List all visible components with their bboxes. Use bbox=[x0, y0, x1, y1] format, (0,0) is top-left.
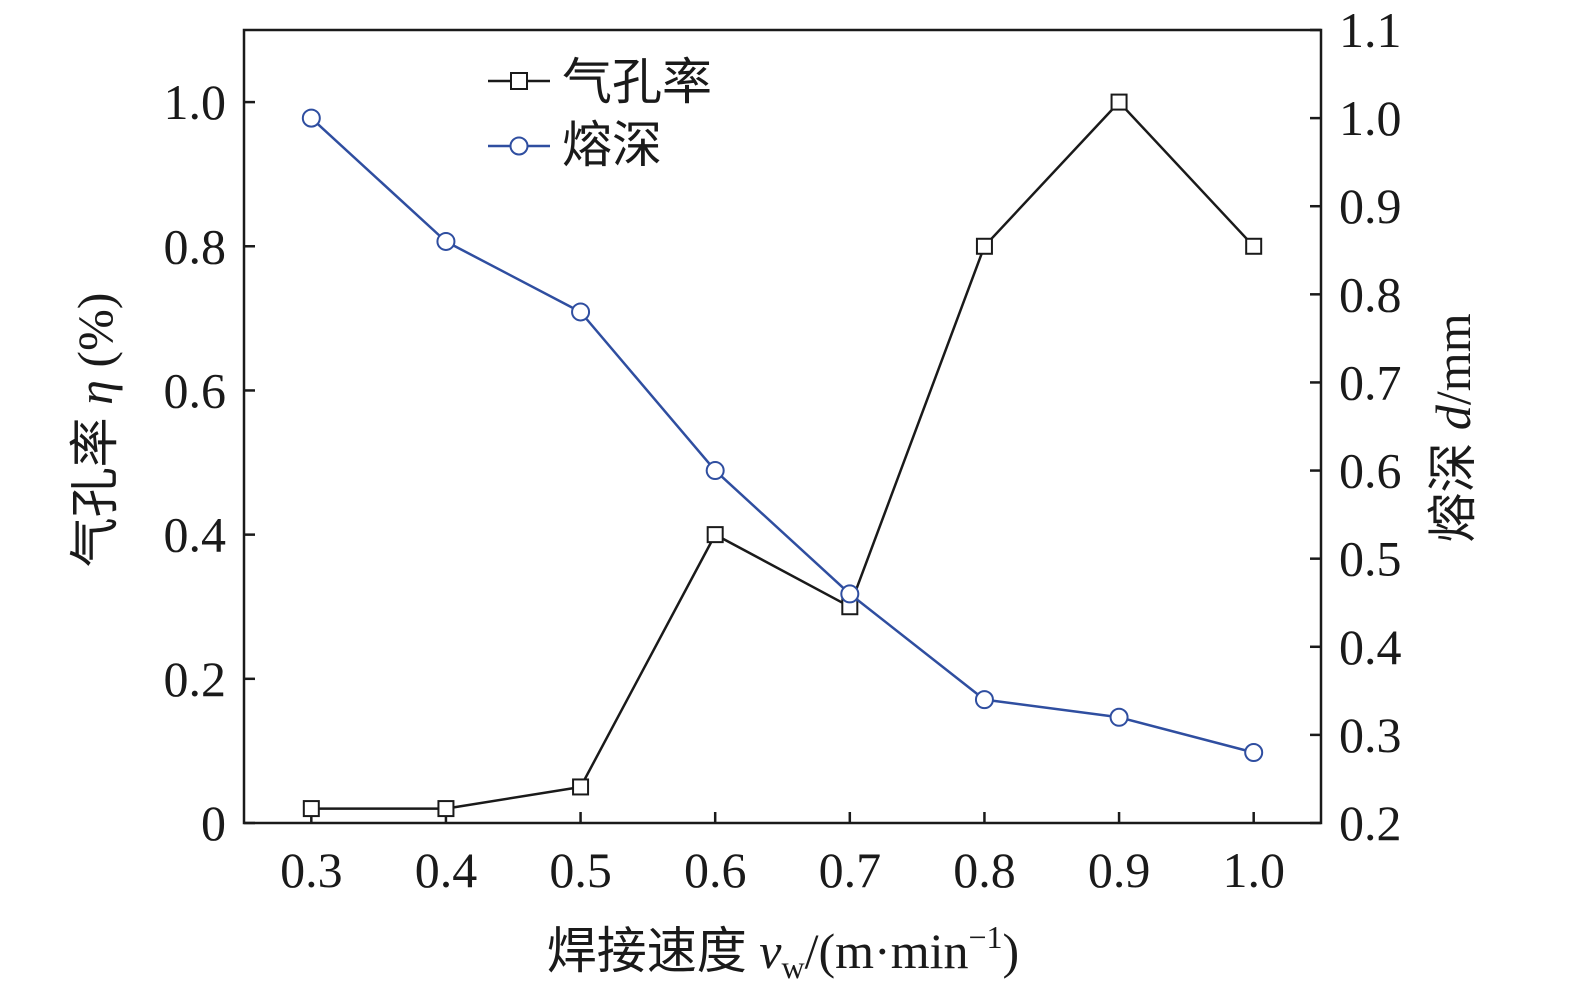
data-point-porosity bbox=[1110, 93, 1128, 111]
legend-label-penetration: 熔深 bbox=[562, 117, 662, 173]
series-penetration bbox=[301, 108, 1264, 763]
x-axis-title-unit-open: /(m·min bbox=[805, 923, 969, 979]
data-point-porosity bbox=[572, 778, 590, 796]
x-axis-title-subscript: w bbox=[782, 949, 805, 985]
x-tick-label: 0.5 bbox=[549, 842, 612, 898]
right-y-axis-title: 熔深 d/mm bbox=[1425, 313, 1481, 542]
data-point-penetration bbox=[705, 461, 725, 481]
right-y-axis-title-prefix: 熔深 bbox=[1425, 430, 1481, 543]
right-y-axis-title-symbol: d bbox=[1425, 404, 1481, 430]
plot-frame bbox=[242, 28, 1323, 825]
x-axis-title: 焊接速度 vw/(m·min−1) bbox=[547, 919, 1019, 985]
right-y-tick-label: 0.6 bbox=[1339, 443, 1402, 499]
x-axis-title-symbol: v bbox=[759, 923, 782, 979]
series-line-penetration bbox=[310, 117, 1255, 754]
x-tick-label: 0.8 bbox=[953, 842, 1016, 898]
data-point-penetration bbox=[840, 584, 860, 604]
left-y-tick-label: 0.2 bbox=[164, 651, 227, 707]
x-axis-title-superscript: −1 bbox=[968, 919, 1002, 955]
data-point-penetration bbox=[301, 108, 321, 128]
data-point-penetration bbox=[974, 690, 994, 710]
x-tick-label: 0.4 bbox=[415, 842, 478, 898]
data-point-porosity bbox=[975, 237, 993, 255]
plot-series bbox=[301, 93, 1264, 818]
series-porosity bbox=[302, 93, 1263, 818]
data-point-porosity bbox=[706, 526, 724, 544]
data-point-penetration bbox=[1109, 707, 1129, 727]
x-tick-label: 1.0 bbox=[1222, 842, 1285, 898]
x-tick-label: 0.3 bbox=[280, 842, 343, 898]
legend: 气孔率 熔深 bbox=[488, 54, 712, 173]
legend-marker-penetration bbox=[509, 136, 529, 156]
legend-label-porosity: 气孔率 bbox=[562, 54, 712, 110]
data-point-penetration bbox=[1244, 743, 1264, 763]
x-axis-title-unit-close: ) bbox=[1003, 923, 1020, 979]
data-point-penetration bbox=[436, 231, 456, 251]
left-y-axis-ticks: 0 0.2 0.4 0.6 0.8 1.0 bbox=[164, 74, 255, 851]
data-point-penetration bbox=[571, 302, 591, 322]
x-tick-label: 0.6 bbox=[684, 842, 747, 898]
left-y-tick-label: 0 bbox=[201, 795, 226, 851]
legend-marker-porosity bbox=[510, 72, 528, 90]
x-axis-title-prefix: 焊接速度 bbox=[547, 923, 760, 979]
left-y-axis-title-suffix: (%) bbox=[67, 293, 123, 380]
series-line-porosity bbox=[311, 100, 1255, 810]
left-y-axis-title-prefix: 气孔率 bbox=[67, 405, 123, 568]
right-y-axis-title-suffix: /mm bbox=[1425, 313, 1481, 405]
x-tick-label: 0.7 bbox=[819, 842, 882, 898]
left-y-tick-label: 0.8 bbox=[164, 218, 227, 274]
data-point-porosity bbox=[437, 800, 455, 818]
right-y-axis-ticks: 0.2 0.3 0.4 0.5 0.6 0.7 0.8 0.9 1.0 1.1 bbox=[1310, 2, 1402, 851]
data-point-porosity bbox=[302, 800, 320, 818]
right-y-tick-label: 0.5 bbox=[1339, 531, 1402, 587]
left-y-axis-title: 气孔率 η (%) bbox=[67, 293, 123, 568]
right-y-tick-label: 1.1 bbox=[1339, 2, 1402, 58]
x-axis-ticks: 0.3 0.4 0.5 0.6 0.7 0.8 0.9 1.0 bbox=[280, 812, 1285, 898]
right-y-tick-label: 0.7 bbox=[1339, 354, 1402, 410]
left-y-axis-title-symbol: η bbox=[67, 380, 123, 405]
right-y-tick-label: 0.8 bbox=[1339, 266, 1402, 322]
left-y-tick-label: 0.6 bbox=[164, 362, 227, 418]
right-y-tick-label: 0.4 bbox=[1339, 619, 1402, 675]
right-y-tick-label: 0.9 bbox=[1339, 178, 1402, 234]
x-tick-label: 0.9 bbox=[1088, 842, 1151, 898]
left-y-tick-label: 0.4 bbox=[164, 507, 227, 563]
chart-axes bbox=[242, 28, 1323, 825]
legend-item-penetration: 熔深 bbox=[488, 117, 662, 173]
right-y-tick-label: 0.3 bbox=[1339, 707, 1402, 763]
left-y-tick-label: 1.0 bbox=[164, 74, 227, 130]
right-y-tick-label: 0.2 bbox=[1339, 795, 1402, 851]
legend-item-porosity: 气孔率 bbox=[488, 54, 712, 110]
right-y-tick-label: 1.0 bbox=[1339, 90, 1402, 146]
data-point-porosity bbox=[1245, 237, 1263, 255]
